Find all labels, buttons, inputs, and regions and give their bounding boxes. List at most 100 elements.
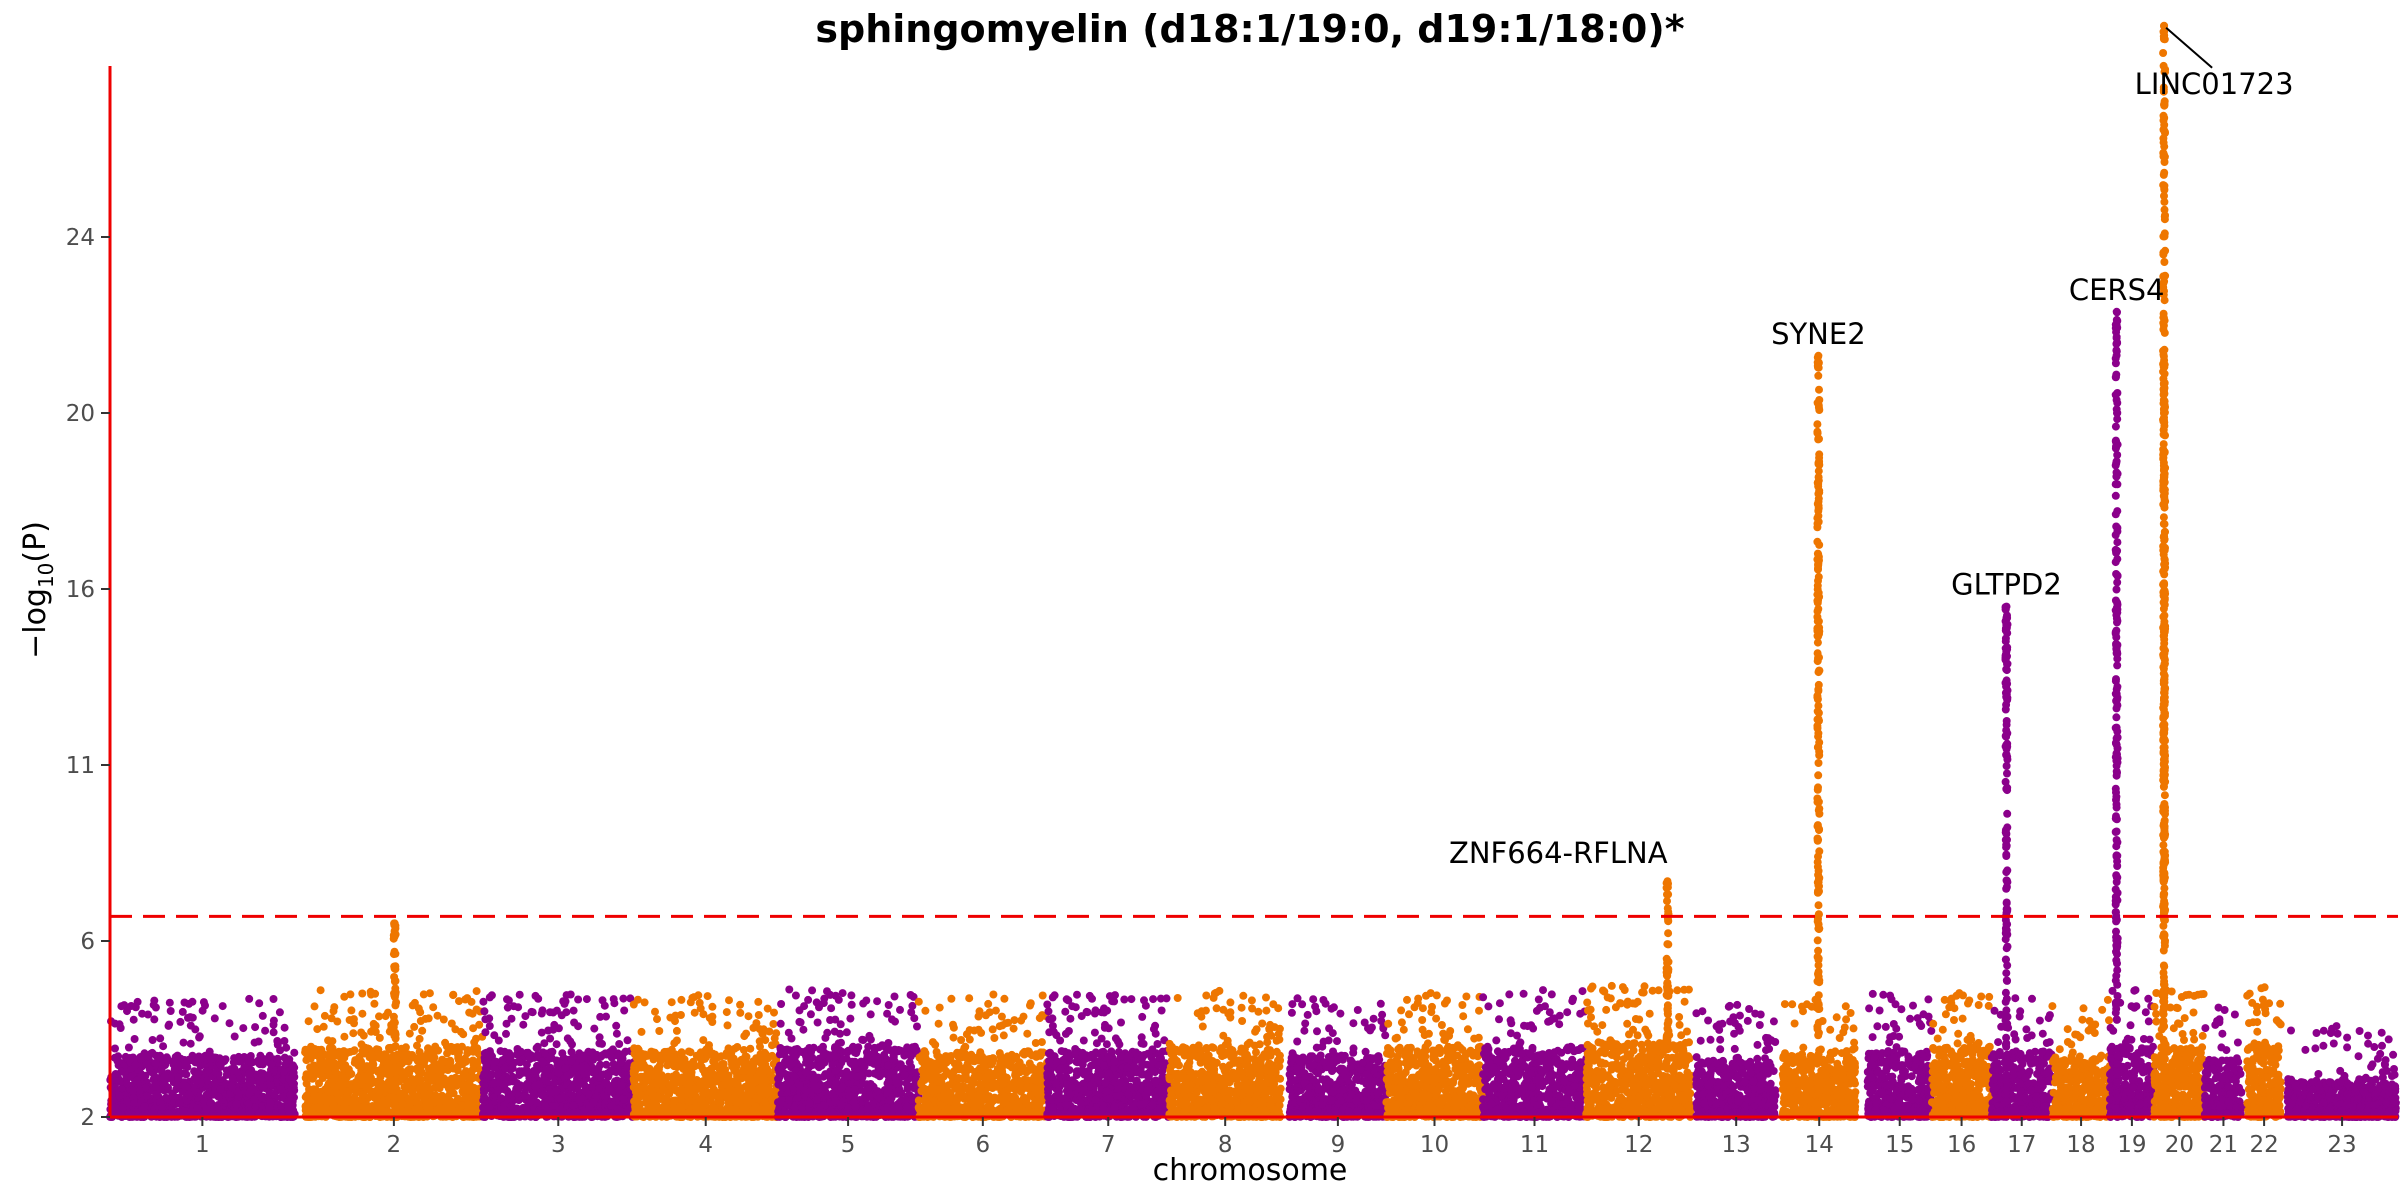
snp-point [590, 1068, 599, 1077]
snp-point [480, 1088, 488, 1097]
snp-point [167, 1073, 176, 1082]
snp-point [728, 1086, 737, 1095]
snp-point [690, 1008, 699, 1017]
snp-point [318, 1061, 326, 1070]
snp-point [251, 1023, 260, 1032]
snp-point [663, 1105, 672, 1114]
snp-point [548, 1047, 557, 1056]
snp-point [708, 1002, 717, 1011]
snp-point [333, 1017, 342, 1026]
snp-point [463, 1046, 472, 1055]
snp-point [755, 1068, 764, 1077]
snp-point [667, 998, 676, 1007]
snp-point [206, 1098, 215, 1107]
snp-point [356, 1080, 365, 1089]
snp-point [277, 1085, 286, 1094]
snp-point [601, 1108, 610, 1117]
snp-point [556, 1094, 564, 1103]
snp-point [738, 1090, 746, 1099]
snp-point [239, 1024, 248, 1033]
snp-point [347, 1006, 356, 1015]
snp-point [416, 1008, 425, 1017]
snp-point [282, 1043, 291, 1052]
snp-point [725, 996, 733, 1005]
snp-point [349, 1029, 358, 1038]
snp-point [826, 1016, 835, 1024]
snp-point [590, 1024, 599, 1033]
snp-point [725, 1108, 734, 1117]
snp-point [468, 1009, 477, 1018]
snp-point [414, 1072, 423, 1081]
snp-point [612, 1029, 621, 1038]
snp-point [130, 1099, 139, 1108]
snp-point [490, 1079, 498, 1088]
snp-point [133, 997, 142, 1006]
snp-point [310, 1002, 319, 1011]
snp-point [501, 1064, 510, 1073]
snp-point [358, 1090, 367, 1099]
snp-point [567, 1083, 576, 1092]
snp-point [776, 1044, 785, 1052]
snp-point [677, 995, 686, 1004]
snp-point [716, 1093, 724, 1102]
snp-point [449, 991, 458, 1000]
snp-point [515, 990, 524, 999]
snp-point [289, 1079, 298, 1088]
snp-point [166, 1007, 175, 1015]
snp-point [736, 1000, 745, 1009]
snp-point [270, 1090, 279, 1099]
snp-point [193, 1057, 202, 1066]
snp-point [884, 1001, 893, 1009]
snp-point [699, 1089, 707, 1098]
snp-point [280, 1023, 289, 1032]
snp-point [415, 1034, 424, 1043]
snp-point [802, 1068, 811, 1077]
snp-point [192, 1077, 201, 1085]
snp-point [890, 992, 899, 1001]
snp-point [306, 1063, 315, 1072]
snp-point [245, 994, 254, 1003]
snp-point [554, 1069, 563, 1078]
snp-point [413, 1092, 422, 1101]
snp-point [497, 1094, 506, 1103]
snp-point [218, 1002, 227, 1011]
snp-point [449, 1043, 458, 1052]
snp-point [419, 990, 428, 999]
snp-point [655, 1027, 664, 1035]
snp-point [158, 1103, 166, 1112]
snp-point [182, 1070, 191, 1079]
snp-point [769, 1020, 778, 1028]
snp-point [273, 1054, 282, 1063]
snp-point [424, 1048, 433, 1057]
snp-point [600, 1001, 609, 1010]
snp-point [371, 1021, 380, 1030]
snp-point [216, 1085, 225, 1094]
snp-point [859, 999, 868, 1008]
snp-point [827, 1004, 836, 1013]
snp-point [370, 999, 379, 1008]
snp-point [376, 1072, 385, 1081]
chart-title: sphingomyelin (d18:1/19:0, d19:1/18:0)* [815, 7, 1684, 51]
snp-point [301, 1093, 310, 1102]
snp-point [347, 1104, 356, 1113]
snp-point [514, 1057, 523, 1066]
snp-point [194, 1069, 202, 1078]
snp-point [198, 1006, 207, 1015]
snp-point [653, 1015, 661, 1024]
snp-point [619, 994, 628, 1003]
snp-point [369, 1060, 378, 1069]
snp-point [507, 1014, 516, 1023]
snp-point [195, 1032, 204, 1041]
snp-point [581, 1087, 590, 1096]
snp-point [566, 1037, 575, 1046]
snp-point [519, 1020, 528, 1029]
snp-point [615, 1040, 624, 1048]
snp-point [250, 1038, 259, 1047]
snp-point [111, 1044, 119, 1053]
snp-point [538, 1091, 547, 1100]
snp-point [708, 1012, 717, 1021]
snp-point [485, 1022, 494, 1030]
snp-point [331, 1107, 339, 1116]
snp-point [523, 1079, 532, 1088]
snp-point [785, 985, 794, 994]
